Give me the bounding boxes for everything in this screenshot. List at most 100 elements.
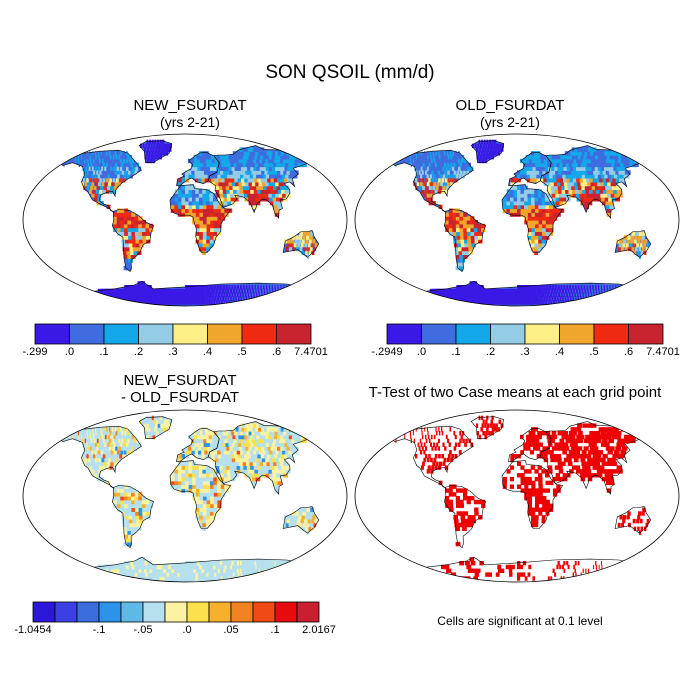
grid-cell (598, 185, 604, 190)
grid-cell (206, 216, 211, 221)
grid-cell (157, 423, 161, 428)
grid-cell (577, 438, 583, 444)
grid-cell (133, 561, 138, 566)
grid-cell (423, 457, 426, 463)
grid-cell (289, 446, 296, 451)
grid-cell (225, 431, 231, 436)
grid-cell (608, 200, 614, 206)
grid-cell (256, 166, 262, 171)
grid-cell (527, 296, 531, 301)
grid-cell (636, 518, 640, 524)
grid-cell (113, 499, 118, 505)
grid-cell (294, 239, 298, 244)
grid-cell (542, 231, 546, 236)
grid-cell (99, 189, 103, 194)
grid-cell (89, 431, 91, 436)
grid-cell (219, 193, 225, 198)
grid-cell (198, 568, 202, 573)
grid-cell (531, 511, 536, 516)
grid-cell (135, 518, 141, 524)
grid-cell (210, 300, 213, 305)
grid-cell (140, 572, 145, 577)
grid-cell (267, 465, 273, 470)
grid-cell (583, 438, 589, 444)
grid-cell (205, 285, 209, 290)
grid-cell (250, 454, 256, 459)
grid-cell (453, 446, 457, 451)
grid-cell (79, 576, 87, 581)
grid-cell (190, 576, 193, 581)
grid-cell (629, 300, 631, 305)
grid-cell (223, 174, 229, 179)
grid-cell (542, 499, 547, 505)
grid-cell (213, 492, 218, 497)
grid-cell (95, 151, 96, 156)
grid-cell (228, 568, 231, 573)
grid-cell (594, 450, 600, 455)
grid-cell (69, 434, 71, 440)
grid-cell (427, 189, 431, 194)
grid-cell (178, 181, 183, 187)
grid-cell (404, 431, 406, 436)
grid-cell (548, 155, 554, 160)
grid-cell (557, 285, 560, 290)
grid-cell (89, 155, 91, 160)
grid-cell (86, 461, 90, 466)
grid-cell (534, 200, 539, 206)
grid-cell (276, 438, 282, 444)
colorbar-diff (32, 601, 320, 623)
grid-cell (218, 288, 222, 294)
grid-cell (519, 296, 523, 301)
grid-cell (204, 427, 209, 432)
grid-cell (642, 246, 645, 252)
grid-cell (144, 292, 149, 297)
grid-cell (609, 178, 615, 183)
grid-cell (100, 300, 107, 305)
grid-cell (84, 438, 87, 444)
grid-cell (449, 208, 453, 213)
grid-cell (96, 170, 99, 175)
grid-cell (600, 434, 606, 440)
grid-cell (199, 216, 204, 221)
grid-cell (106, 431, 109, 436)
grid-cell (240, 193, 246, 198)
grid-cell (291, 572, 292, 577)
grid-cell (274, 285, 276, 290)
grid-cell (510, 465, 515, 470)
grid-cell (431, 158, 433, 164)
grid-cell (116, 434, 119, 440)
grid-cell (508, 564, 513, 570)
grid-cell (253, 296, 255, 301)
grid-cell (179, 564, 183, 570)
coastline-greenland (138, 416, 173, 439)
grid-cell (604, 174, 610, 179)
grid-cell (509, 572, 513, 577)
grid-cell (461, 166, 464, 171)
grid-cell (123, 174, 127, 179)
grid-cell (608, 473, 613, 478)
grid-cell (549, 204, 554, 210)
grid-cell (502, 480, 507, 486)
grid-cell (308, 151, 316, 156)
grid-cell (120, 212, 125, 217)
grid-cell (226, 469, 232, 474)
grid-cell (580, 200, 586, 206)
grid-cell (221, 216, 226, 221)
grid-cell (262, 174, 268, 179)
grid-cell (605, 178, 612, 183)
grid-cell (520, 189, 525, 194)
grid-cell (259, 296, 261, 301)
grid-cell (526, 174, 531, 179)
grid-cell (616, 166, 623, 171)
grid-cell (458, 250, 464, 255)
grid-cell (192, 208, 197, 213)
grid-cell (239, 162, 245, 168)
grid-cell (445, 223, 450, 229)
grid-cell (488, 139, 492, 145)
grid-cell (537, 285, 541, 290)
grid-cell (78, 162, 80, 168)
grid-cell (615, 292, 617, 297)
grid-cell (558, 189, 563, 194)
grid-cell (275, 193, 281, 198)
grid-cell (248, 473, 253, 478)
